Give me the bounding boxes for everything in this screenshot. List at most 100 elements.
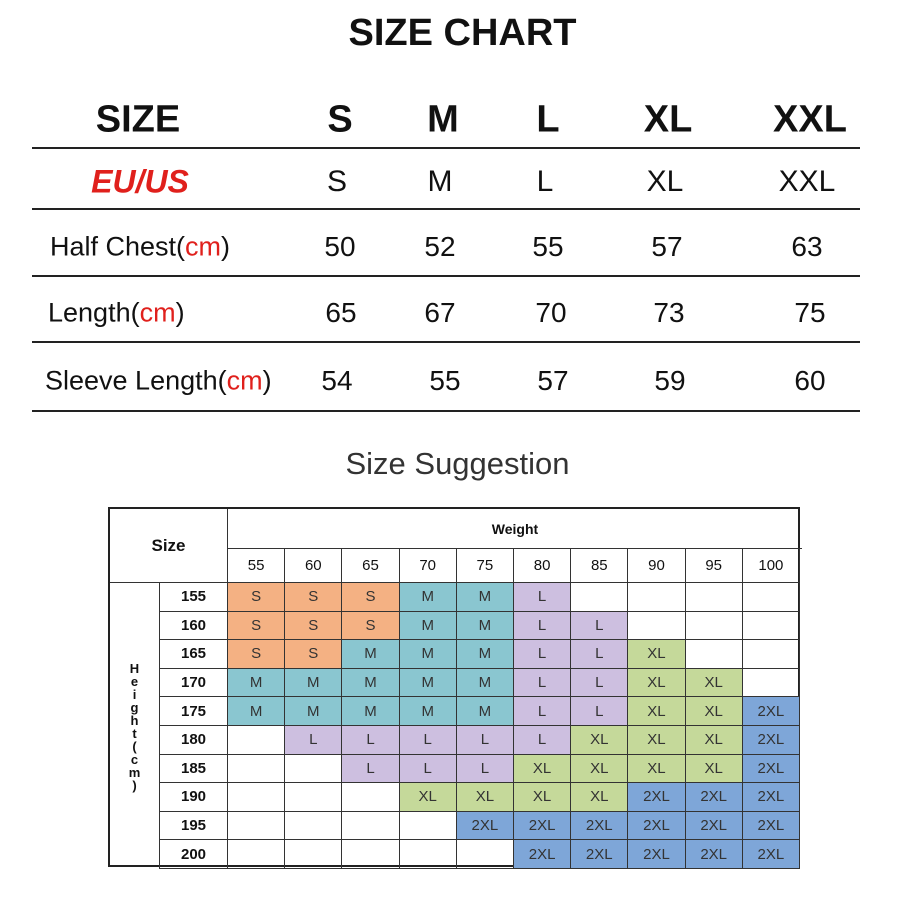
- size-cell: [285, 783, 343, 812]
- size-header: M: [427, 98, 459, 141]
- size-header: L: [536, 98, 560, 141]
- weight-header: 90: [628, 549, 686, 583]
- measurement-value: 65: [325, 297, 357, 328]
- measurement-value: 50: [324, 231, 356, 262]
- measurement-label: Half Chest(cm): [50, 232, 230, 263]
- size-cell: [228, 726, 286, 755]
- measurement-value: 70: [535, 297, 567, 328]
- page-title: SIZE CHART: [348, 12, 577, 54]
- size-cell: M: [399, 583, 457, 612]
- weight-header: 85: [571, 549, 629, 583]
- row-divider: [32, 275, 860, 277]
- measurement-value: 57: [651, 231, 683, 262]
- size-cell: [285, 754, 343, 784]
- size-cell: XL: [571, 754, 629, 784]
- row-divider: [32, 410, 860, 412]
- weight-header: 80: [514, 549, 572, 583]
- row-divider: [32, 147, 860, 149]
- weight-header: 55: [228, 549, 286, 583]
- measurement-label: Length(cm): [48, 298, 185, 329]
- measurement-value: 60: [794, 365, 826, 396]
- size-cell: L: [571, 611, 629, 641]
- size-cell: XL: [399, 783, 457, 812]
- size-cell: M: [399, 697, 457, 726]
- region-size: L: [536, 165, 554, 198]
- weight-header: 95: [685, 549, 743, 583]
- size-cell: M: [342, 668, 400, 698]
- measurement-value: 54: [321, 365, 353, 396]
- size-cell: M: [456, 668, 514, 698]
- size-cell: [285, 840, 343, 869]
- weight-header: 70: [399, 549, 457, 583]
- unit-label: cm: [226, 365, 263, 396]
- size-cell: [685, 640, 743, 669]
- size-cell: M: [399, 640, 457, 669]
- measurement-value: 73: [653, 297, 685, 328]
- weight-label: Weight: [228, 509, 802, 549]
- size-cell: M: [228, 668, 286, 698]
- size-cell: M: [285, 668, 343, 698]
- height-header: 155: [160, 583, 228, 612]
- size-cell: XL: [628, 697, 686, 726]
- size-cell: S: [228, 583, 286, 612]
- size-cell: S: [285, 611, 343, 641]
- measurement-value: 55: [532, 231, 564, 262]
- region-size: S: [326, 165, 348, 198]
- measurement-value: 55: [429, 365, 461, 396]
- size-cell: 2XL: [514, 840, 572, 869]
- size-cell: L: [514, 640, 572, 669]
- size-cell: [228, 840, 286, 869]
- corner-size-label: Size: [110, 509, 228, 583]
- size-cell: M: [456, 583, 514, 612]
- size-cell: 2XL: [742, 811, 800, 841]
- height-header: 180: [160, 726, 228, 755]
- height-header: 185: [160, 754, 228, 784]
- height-header: 170: [160, 668, 228, 698]
- size-cell: [685, 583, 743, 612]
- height-header: 190: [160, 783, 228, 812]
- size-suggestion-grid: Size Weight 55 60 65 70 75 80 85 90 95 100 Height(cm…: [108, 507, 802, 869]
- size-cell: L: [514, 697, 572, 726]
- size-cell: 2XL: [514, 811, 572, 841]
- measurement-value: 57: [537, 365, 569, 396]
- size-cell: [342, 840, 400, 869]
- size-cell: XL: [514, 783, 572, 812]
- size-cell: M: [285, 697, 343, 726]
- size-cell: M: [456, 611, 514, 641]
- size-cell: [742, 583, 800, 612]
- height-header: 200: [160, 840, 228, 869]
- size-cell: [456, 840, 514, 869]
- measurement-value: 52: [424, 231, 456, 262]
- size-cell: XL: [628, 754, 686, 784]
- paren: ): [175, 297, 185, 328]
- size-cell: S: [228, 611, 286, 641]
- size-cell: L: [571, 640, 629, 669]
- size-cell: L: [399, 754, 457, 784]
- size-cell: L: [571, 668, 629, 698]
- size-cell: 2XL: [628, 811, 686, 841]
- size-cell: XL: [571, 783, 629, 812]
- size-cell: L: [514, 583, 572, 612]
- size-suggestion-title: Size Suggestion: [345, 446, 570, 481]
- size-cell: 2XL: [742, 783, 800, 812]
- size-cell: M: [456, 697, 514, 726]
- size-cell: XL: [456, 783, 514, 812]
- size-cell: XL: [685, 668, 743, 698]
- size-cell: [342, 811, 400, 841]
- size-cell: [742, 668, 800, 698]
- size-cell: L: [456, 726, 514, 755]
- size-cell: L: [514, 668, 572, 698]
- size-cell: [228, 811, 286, 841]
- size-header: XL: [643, 98, 693, 141]
- measurement-name: Sleeve Length(: [45, 365, 227, 396]
- measurement-label: Sleeve Length(cm): [45, 366, 272, 397]
- size-cell: XL: [514, 754, 572, 784]
- measurement-name: Half Chest(: [50, 231, 186, 262]
- size-cell: 2XL: [571, 840, 629, 869]
- size-cell: M: [342, 697, 400, 726]
- size-cell: L: [571, 697, 629, 726]
- size-cell: L: [514, 726, 572, 755]
- size-cell: [285, 811, 343, 841]
- size-cell: 2XL: [456, 811, 514, 841]
- size-cell: M: [456, 640, 514, 669]
